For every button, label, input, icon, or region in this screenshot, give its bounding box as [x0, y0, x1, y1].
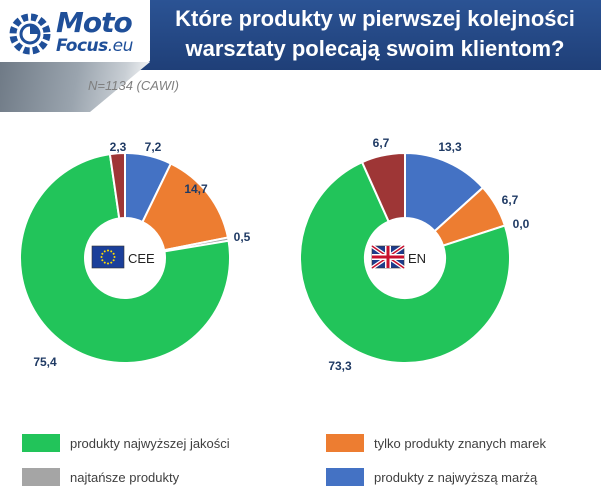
eu-flag-icon: [91, 245, 125, 269]
legend-item-quality: produkty najwyższej jakości: [22, 434, 230, 452]
pie-slice: [108, 151, 126, 220]
pie-slice: [19, 152, 231, 364]
center-badge: CEE: [91, 245, 155, 269]
legend-label: tylko produkty znanych marek: [374, 435, 546, 451]
pie-slice: [360, 151, 406, 223]
legend-label: produkty z najwyższą marżą: [374, 469, 538, 485]
page-title: Które produkty w pierwszej kolejności wa…: [155, 4, 595, 64]
data-label: 0,0: [513, 217, 530, 231]
data-label: 6,7: [373, 136, 390, 150]
logo-moto-text: Moto: [56, 6, 133, 39]
data-label: 0,5: [234, 230, 251, 244]
uk-flag-icon: [370, 244, 406, 270]
center-label: CEE: [128, 251, 155, 266]
sample-size-note: N=1134 (CAWI): [88, 78, 179, 93]
center-badge: EN: [370, 244, 426, 270]
data-label: 6,7: [502, 193, 519, 207]
logo-focus-text: Focus.eu: [56, 36, 133, 56]
data-label: 13,3: [438, 140, 462, 154]
data-label: 14,7: [184, 182, 208, 196]
legend-swatch: [326, 468, 364, 486]
legend-item-margin: produkty z najwyższą marżą: [326, 468, 537, 486]
pie-slice: [299, 160, 511, 364]
data-label: 2,3: [110, 140, 127, 154]
logo-gear-icon: [9, 13, 51, 55]
legend-item-cheapest: najtańsze produkty: [22, 468, 179, 486]
legend-swatch: [22, 468, 60, 486]
legend-swatch: [326, 434, 364, 452]
title-line-2: warsztaty polecają swoim klientom?: [185, 36, 565, 61]
header-banner: Moto Focus.eu Które produkty w pierwszej…: [0, 0, 601, 70]
logo: Moto Focus.eu: [0, 0, 150, 62]
legend-label: najtańsze produkty: [70, 469, 180, 485]
data-label: 7,2: [145, 140, 162, 154]
legend-item-known-brands: tylko produkty znanych marek: [326, 434, 546, 452]
data-label: 75,4: [33, 355, 57, 369]
legend-swatch: [22, 434, 60, 452]
title-line-1: Które produkty w pierwszej kolejności: [175, 6, 575, 31]
center-label: EN: [408, 251, 426, 266]
legend-label: produkty najwyższej jakości: [70, 435, 230, 451]
data-label: 73,3: [328, 359, 352, 373]
